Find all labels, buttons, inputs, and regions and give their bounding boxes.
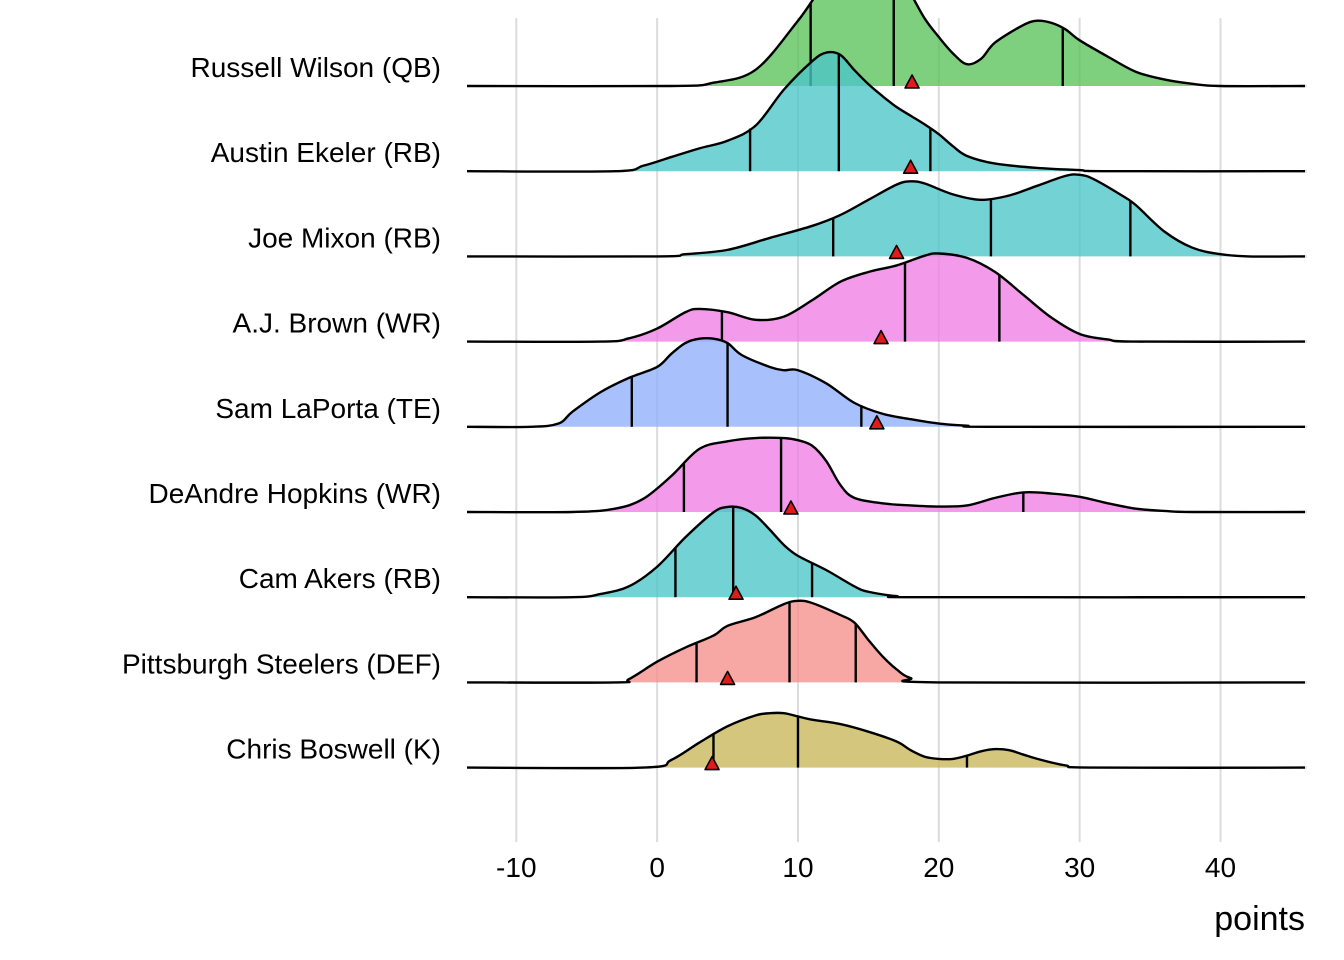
projection-marker: [869, 414, 885, 430]
player-label: Joe Mixon (RB): [248, 222, 441, 253]
ridge-outline: [466, 505, 1306, 599]
player-label: Sam LaPorta (TE): [215, 393, 441, 424]
player-labels: Russell Wilson (QB) Austin Ekeler (RB) Joe…: [122, 52, 441, 765]
ridge-area: [467, 506, 1305, 598]
projection-marker: [783, 500, 799, 515]
ridge-7: [466, 599, 1307, 686]
x-tick-label: 40: [1205, 852, 1236, 883]
ridge-outline: [466, 0, 1306, 88]
player-label: A.J. Brown (WR): [233, 308, 441, 339]
player-label: DeAndre Hopkins (WR): [148, 478, 441, 509]
ridge-outline: [466, 336, 1306, 429]
ridge-outline: [466, 50, 1306, 173]
ridges: [466, 0, 1307, 771]
x-tick-label: 10: [782, 852, 813, 883]
projection-marker: [888, 244, 905, 260]
player-label: Chris Boswell (K): [226, 734, 441, 765]
ridge-3: [466, 252, 1307, 345]
ridge-2: [466, 173, 1307, 260]
ridge-0: [466, 0, 1307, 89]
ridge-1: [466, 50, 1307, 174]
x-axis-title: points: [1214, 900, 1305, 938]
projection-marker: [902, 159, 919, 174]
projection-marker: [704, 755, 720, 771]
ridge-area: [467, 253, 1305, 342]
ridge-outline: [466, 599, 1306, 684]
ridge-8: [466, 711, 1307, 771]
projection-marker: [728, 585, 744, 601]
projection-marker: [873, 329, 889, 345]
player-label: Russell Wilson (QB): [191, 52, 441, 83]
ridge-area: [467, 0, 1305, 87]
x-tick-label: 0: [649, 852, 665, 883]
projection-marker: [904, 74, 920, 89]
ridge-6: [466, 505, 1307, 601]
ridge-outline: [466, 252, 1306, 344]
x-tick-label: 30: [1064, 852, 1095, 883]
player-label: Cam Akers (RB): [239, 563, 441, 594]
x-axis-ticks: -10 0 10 20 30 40: [496, 852, 1236, 883]
ridge-outline: [466, 173, 1306, 258]
x-tick-label: -10: [496, 852, 536, 883]
ridge-area: [467, 338, 1305, 428]
ridge-outline: [466, 436, 1306, 514]
ridge-area: [467, 174, 1305, 257]
ridge-area: [467, 437, 1305, 513]
projection-marker: [719, 670, 736, 686]
player-label: Pittsburgh Steelers (DEF): [122, 648, 441, 679]
player-label: Austin Ekeler (RB): [211, 137, 441, 168]
ridge-area: [467, 600, 1305, 683]
ridge-area: [467, 52, 1305, 172]
ridge-4: [466, 336, 1307, 430]
x-tick-label: 20: [923, 852, 954, 883]
ridge-outline: [466, 711, 1306, 770]
ridge-5: [466, 436, 1307, 515]
ridge-area: [467, 712, 1305, 769]
